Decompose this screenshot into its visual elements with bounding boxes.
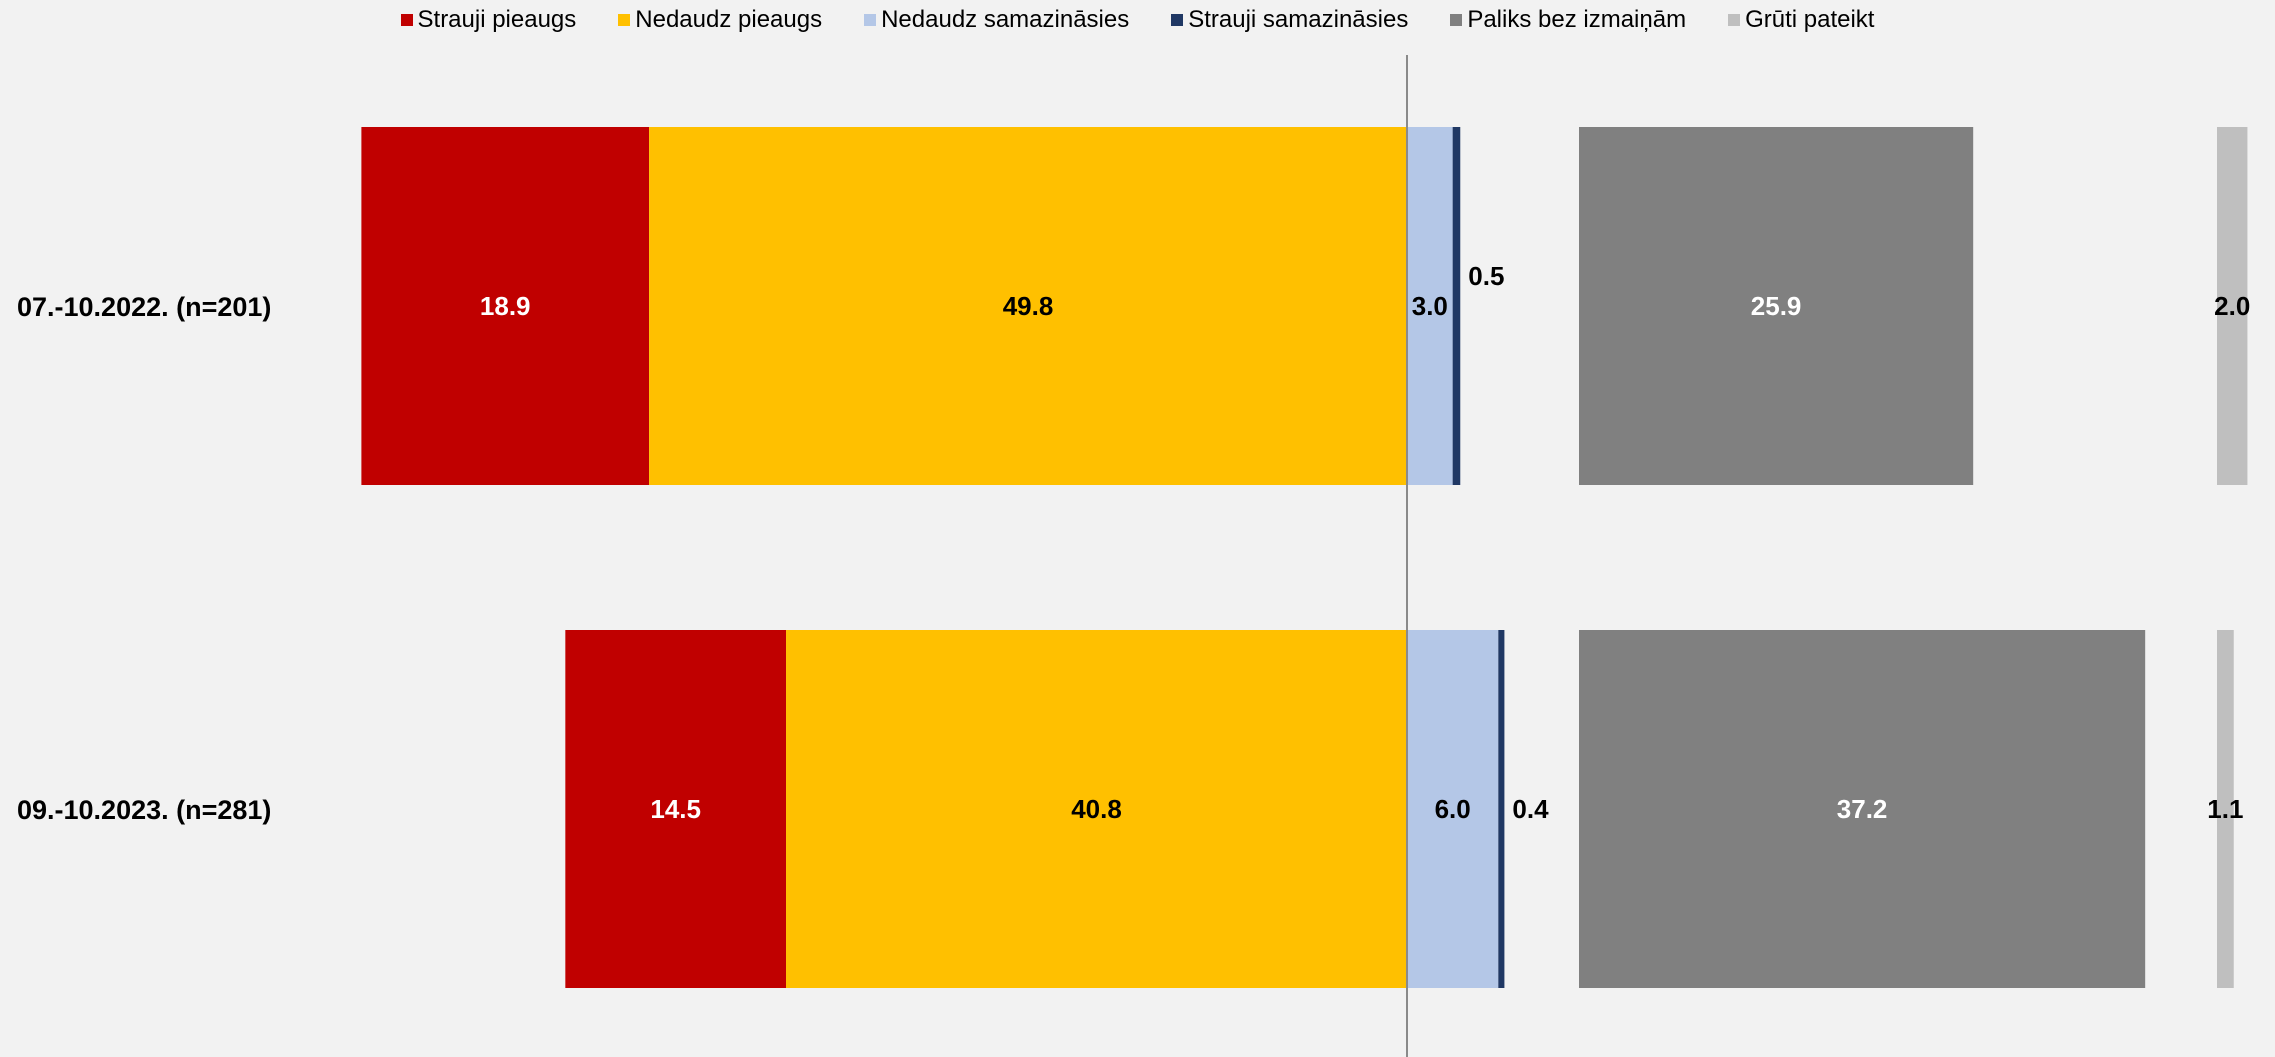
data-label: 2.0	[2214, 291, 2250, 321]
bar-segment	[1579, 630, 2146, 988]
data-label: 3.0	[1412, 291, 1448, 321]
legend-swatch	[618, 14, 631, 26]
legend-item: Nedaudz samazināsies	[864, 6, 1129, 34]
legend-swatch	[1171, 14, 1184, 26]
legend-swatch	[1450, 14, 1463, 26]
bar-segment	[1407, 127, 1453, 485]
category-label: 09.-10.2023. (n=281)	[17, 795, 271, 825]
legend-label: Nedaudz samazināsies	[881, 6, 1130, 33]
data-label: 0.5	[1468, 261, 1504, 291]
category-label: 07.-10.2022. (n=201)	[17, 292, 271, 322]
data-label: 49.8	[1003, 291, 1054, 321]
bar-segment	[1407, 630, 1499, 988]
bar-segment	[565, 630, 787, 988]
legend-swatch	[864, 14, 877, 26]
data-label: 14.5	[650, 794, 701, 824]
legend-label: Grūti pateikt	[1745, 6, 1875, 33]
bar-segment	[1452, 127, 1461, 485]
legend-label: Strauji pieaugs	[417, 6, 577, 33]
legend-item: Strauji samazināsies	[1171, 6, 1408, 34]
bar-segment	[786, 630, 1407, 988]
legend-label: Strauji samazināsies	[1188, 6, 1409, 33]
data-label: 37.2	[1837, 794, 1888, 824]
legend-item: Grūti pateikt	[1728, 6, 1874, 34]
bar-segment	[361, 127, 650, 485]
bar-segment	[1498, 630, 1505, 988]
legend: Strauji pieaugs Nedaudz pieaugs Nedaudz sa…	[0, 6, 2275, 34]
data-label: 0.4	[1512, 794, 1549, 824]
legend-item: Nedaudz pieaugs	[618, 6, 822, 34]
data-label: 6.0	[1435, 794, 1471, 824]
data-label: 1.1	[2207, 794, 2243, 824]
bar-segment	[649, 127, 1407, 485]
legend-label: Nedaudz pieaugs	[635, 6, 823, 33]
legend-item: Strauji pieaugs	[400, 6, 577, 34]
legend-label: Paliks bez izmaiņām	[1467, 6, 1687, 33]
bar-segment	[2217, 630, 2234, 988]
legend-swatch	[400, 14, 413, 26]
bar-segment	[1579, 127, 1974, 485]
legend-item: Paliks bez izmaiņām	[1450, 6, 1686, 34]
data-label: 25.9	[1751, 291, 1802, 321]
data-label: 40.8	[1071, 794, 1122, 824]
legend-swatch	[1728, 14, 1741, 26]
bar-segment	[2217, 127, 2248, 485]
data-label: 18.9	[480, 291, 531, 321]
